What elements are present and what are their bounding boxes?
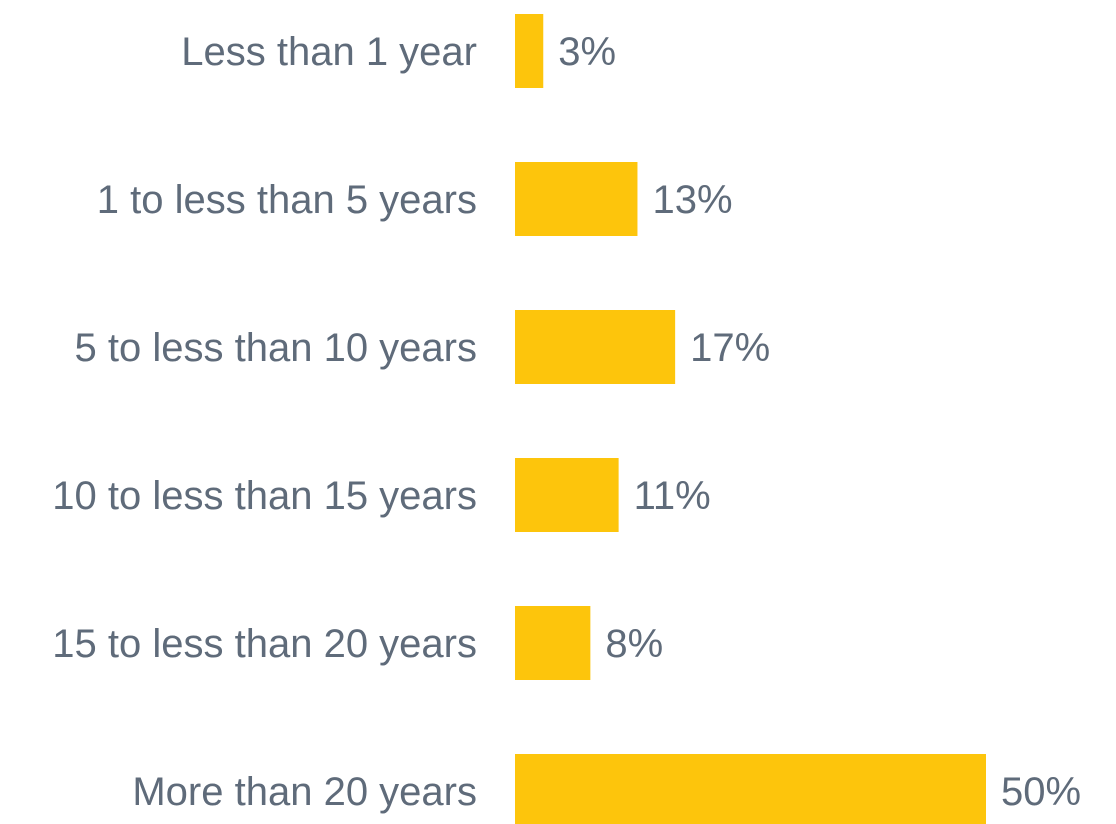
category-label: 10 to less than 15 years xyxy=(52,474,477,518)
value-label: 8% xyxy=(605,622,663,666)
value-label: 13% xyxy=(652,178,732,222)
bar xyxy=(515,162,638,236)
value-label: 17% xyxy=(690,326,770,370)
value-label: 50% xyxy=(1001,770,1081,814)
category-label: 1 to less than 5 years xyxy=(97,178,477,222)
category-label: Less than 1 year xyxy=(181,30,477,74)
bar xyxy=(515,754,986,824)
bar xyxy=(515,606,591,680)
bars-group: Less than 1 year 3% 1 to less than 5 years… xyxy=(52,14,1081,824)
bar xyxy=(515,458,619,532)
category-label: More than 20 years xyxy=(132,770,477,814)
bar xyxy=(515,310,676,384)
value-label: 3% xyxy=(558,30,616,74)
category-label: 5 to less than 10 years xyxy=(75,326,477,370)
category-label: 15 to less than 20 years xyxy=(52,622,477,666)
value-label: 11% xyxy=(634,474,711,518)
bar xyxy=(515,14,544,88)
